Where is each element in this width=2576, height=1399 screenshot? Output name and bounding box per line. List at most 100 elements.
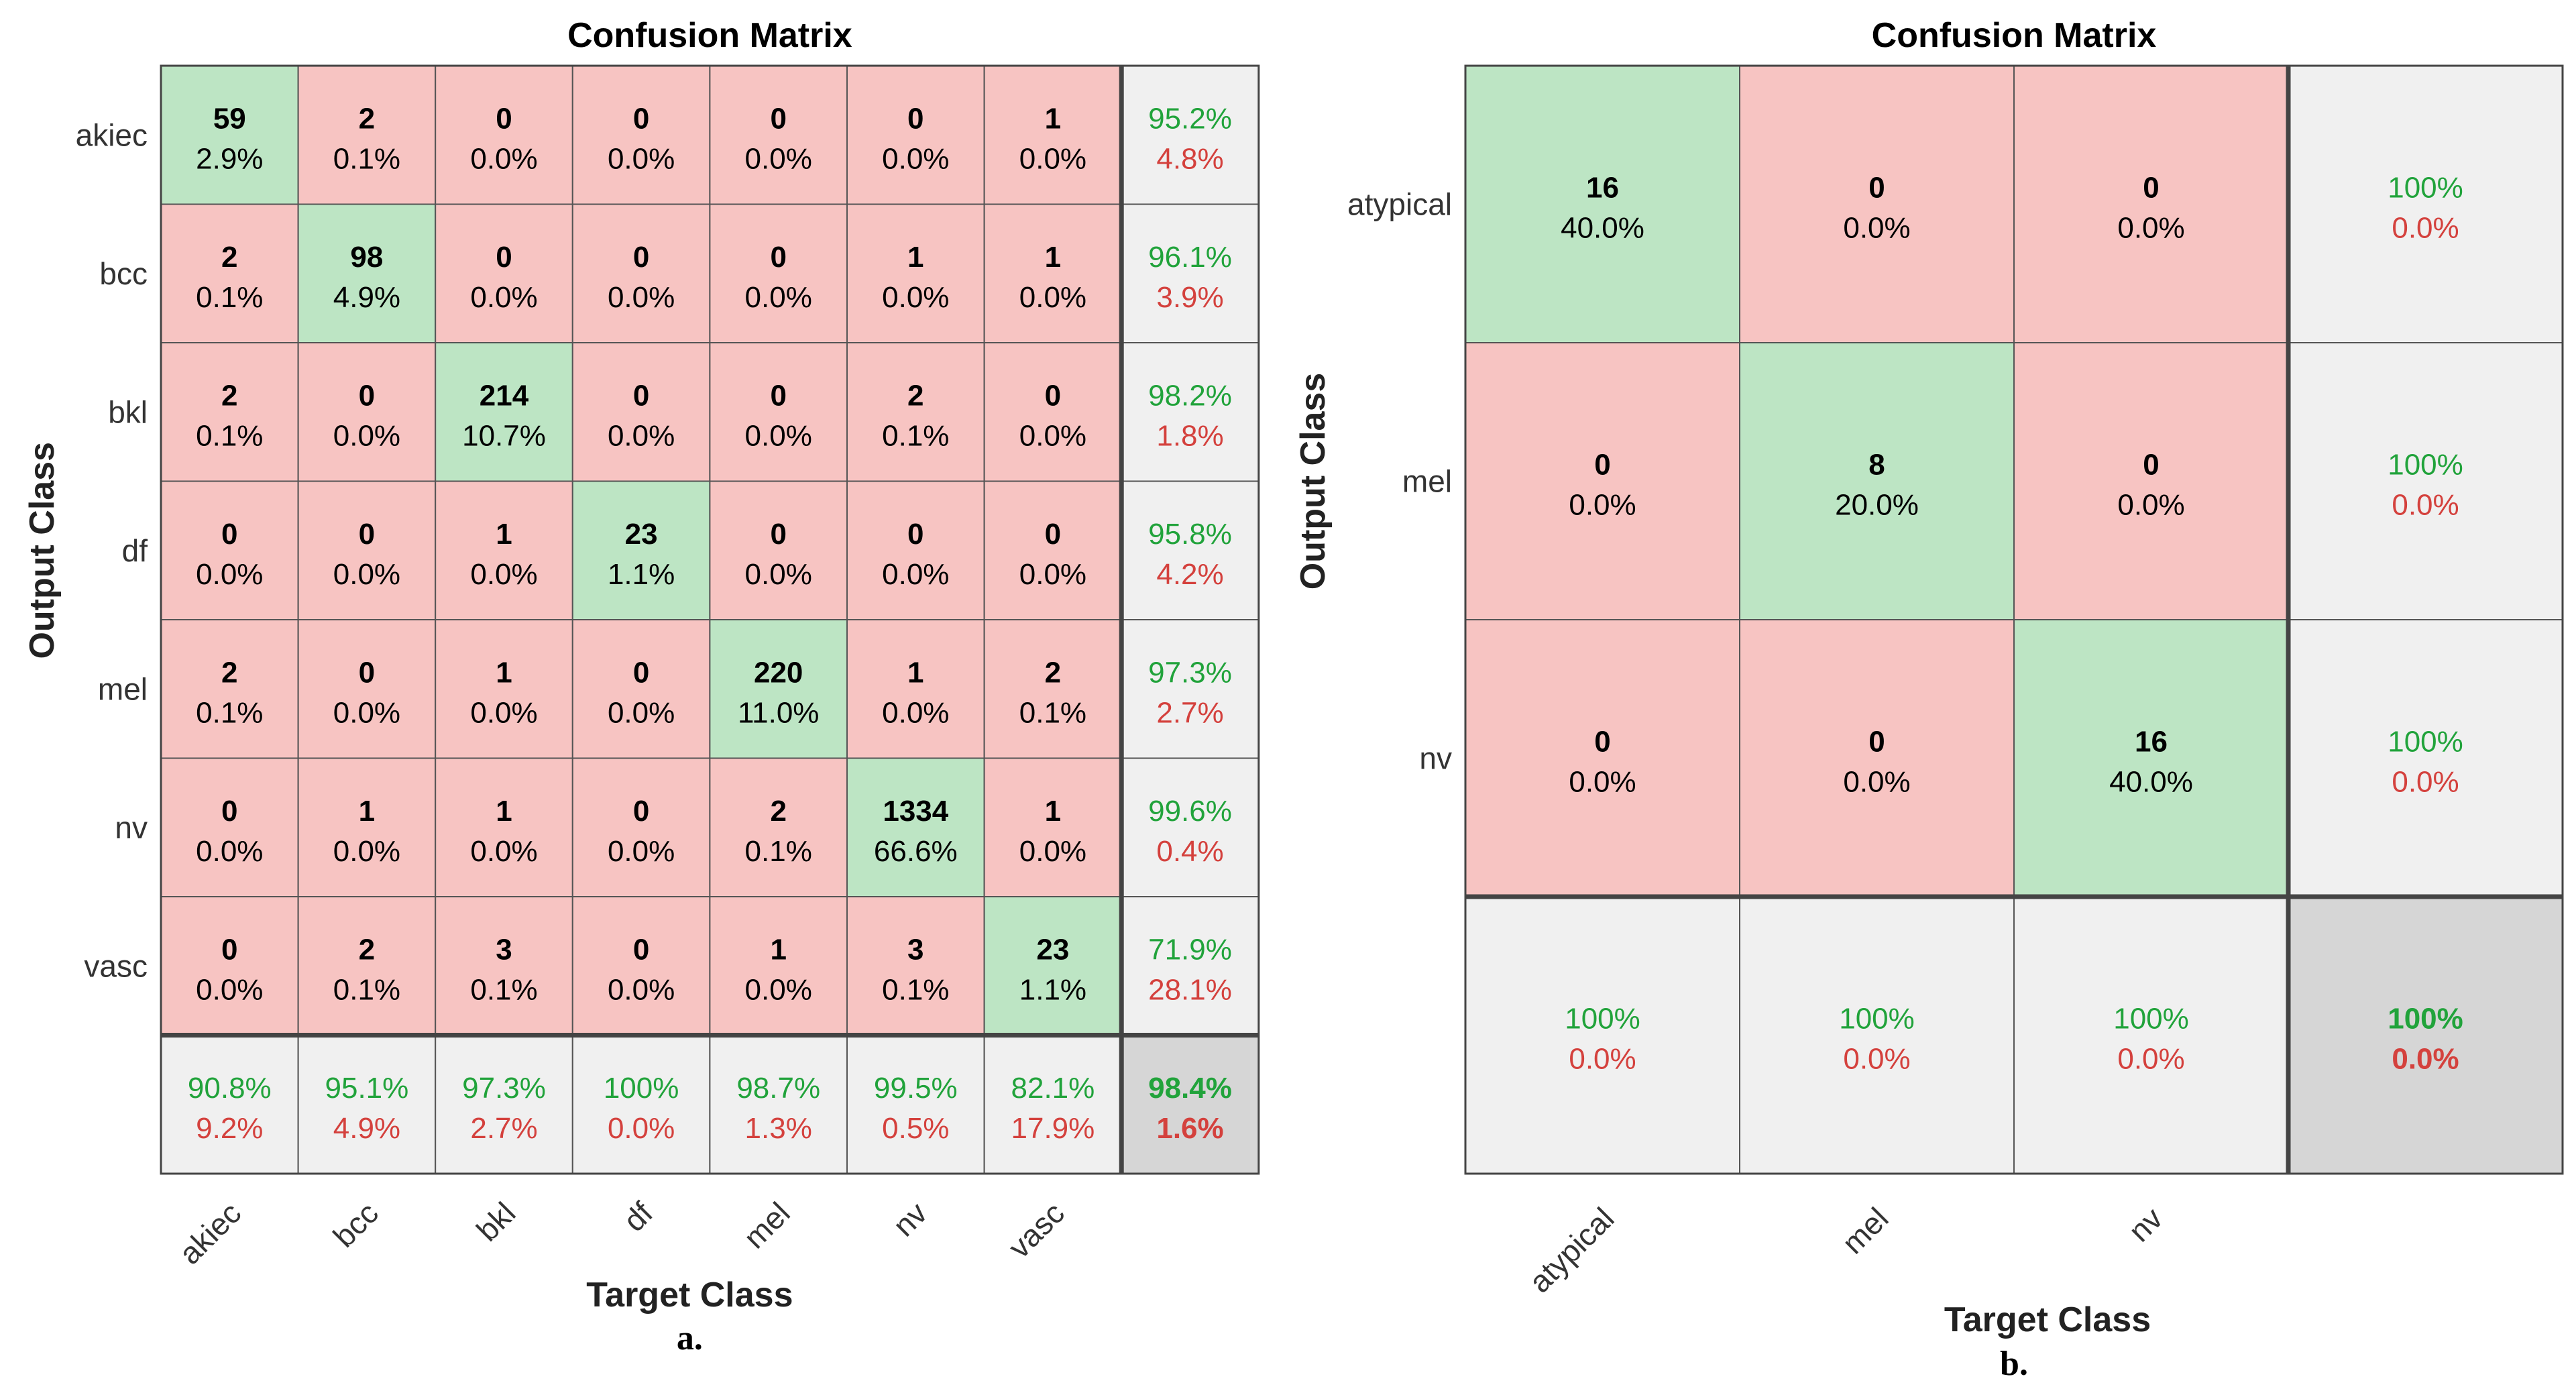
cell-count: 0 bbox=[633, 795, 649, 828]
column-summary-cell bbox=[983, 1034, 1123, 1174]
matrix-cell bbox=[571, 480, 711, 620]
cell-count: 1 bbox=[496, 518, 512, 551]
row-summary-correct: 96.1% bbox=[1148, 241, 1232, 274]
column-summary-correct: 97.3% bbox=[462, 1072, 546, 1105]
column-summary-cell bbox=[297, 1034, 437, 1174]
matrix-cell bbox=[709, 65, 848, 205]
cell-percent: 40.0% bbox=[2109, 766, 2193, 799]
cell-count: 1334 bbox=[883, 795, 948, 828]
matrix-cell bbox=[846, 757, 985, 897]
matrix-cell bbox=[160, 757, 299, 897]
column-summary-error: 17.9% bbox=[1011, 1112, 1095, 1145]
column-summary-correct: 95.1% bbox=[325, 1072, 409, 1105]
cell-count: 1 bbox=[496, 656, 512, 689]
cell-count: 0 bbox=[1594, 726, 1610, 759]
y-tick-label: mel bbox=[1402, 464, 1452, 499]
matrix-cell bbox=[435, 619, 573, 759]
cell-percent: 0.0% bbox=[196, 835, 263, 868]
cell-count: 3 bbox=[496, 933, 512, 966]
matrix-cell bbox=[297, 203, 437, 343]
row-summary-error: 0.0% bbox=[2392, 212, 2459, 245]
cell-count: 1 bbox=[1045, 795, 1061, 828]
matrix-cell bbox=[983, 896, 1123, 1036]
y-tick-label: nv bbox=[1419, 741, 1452, 776]
row-summary-correct: 100% bbox=[2388, 449, 2463, 482]
matrix-cell bbox=[709, 757, 848, 897]
matrix-cell bbox=[2013, 342, 2289, 620]
matrix-cell bbox=[1739, 65, 2015, 343]
row-summary-cell bbox=[1121, 757, 1259, 897]
cell-percent: 0.0% bbox=[2117, 212, 2184, 245]
row-summary-error: 0.0% bbox=[2392, 766, 2459, 799]
cell-percent: 0.0% bbox=[745, 142, 812, 175]
cell-count: 0 bbox=[496, 241, 512, 274]
matrix-cell bbox=[2013, 65, 2289, 343]
matrix-cell bbox=[2013, 619, 2289, 897]
cell-count: 2 bbox=[221, 656, 237, 689]
row-summary-correct: 97.3% bbox=[1148, 656, 1232, 689]
matrix-cell bbox=[983, 65, 1123, 205]
matrix-cell bbox=[297, 619, 437, 759]
cell-percent: 0.0% bbox=[196, 558, 263, 591]
overall-accuracy: 98.4% bbox=[1148, 1072, 1232, 1105]
column-summary-cell bbox=[571, 1034, 711, 1174]
column-summary-error: 1.3% bbox=[745, 1112, 812, 1145]
cell-percent: 0.0% bbox=[333, 835, 400, 868]
cell-count: 0 bbox=[221, 795, 237, 828]
row-summary-correct: 98.2% bbox=[1148, 379, 1232, 412]
cell-count: 0 bbox=[633, 656, 649, 689]
row-summary-cell bbox=[2288, 342, 2563, 620]
cell-count: 3 bbox=[907, 933, 923, 966]
cell-percent: 0.0% bbox=[745, 558, 812, 591]
cell-count: 1 bbox=[1045, 241, 1061, 274]
cell-percent: 0.0% bbox=[333, 696, 400, 729]
row-summary-error: 4.2% bbox=[1156, 558, 1223, 591]
cell-count: 2 bbox=[221, 379, 237, 412]
overall-accuracy-cell bbox=[2288, 896, 2563, 1174]
row-summary-correct: 95.2% bbox=[1148, 102, 1232, 135]
row-summary-cell bbox=[2288, 65, 2563, 343]
matrix-cell bbox=[1465, 619, 1740, 897]
column-summary-error: 0.0% bbox=[2117, 1043, 2184, 1076]
cell-count: 0 bbox=[1868, 172, 1885, 205]
cell-percent: 0.1% bbox=[882, 973, 949, 1006]
matrix-cell bbox=[846, 619, 985, 759]
chart-title: Confusion Matrix bbox=[1872, 16, 2157, 55]
column-summary-cell bbox=[435, 1034, 573, 1174]
column-summary-correct: 82.1% bbox=[1011, 1072, 1095, 1105]
cell-count: 98 bbox=[350, 241, 383, 274]
y-axis-title: Output Class bbox=[1294, 373, 1333, 590]
matrix-cell bbox=[571, 757, 711, 897]
matrix-cell bbox=[846, 65, 985, 205]
cell-percent: 0.0% bbox=[882, 142, 949, 175]
row-summary-correct: 100% bbox=[2388, 726, 2463, 759]
cell-percent: 0.0% bbox=[1843, 212, 1910, 245]
cell-count: 214 bbox=[480, 379, 529, 412]
cell-count: 2 bbox=[1045, 656, 1061, 689]
row-summary-cell bbox=[1121, 203, 1259, 343]
x-axis-title: Target Class bbox=[1944, 1300, 2151, 1339]
cell-count: 0 bbox=[770, 379, 786, 412]
cell-count: 2 bbox=[770, 795, 786, 828]
cell-count: 0 bbox=[2143, 449, 2159, 482]
overall-accuracy-cell bbox=[1121, 1034, 1259, 1174]
row-summary-cell bbox=[1121, 896, 1259, 1036]
cell-percent: 0.1% bbox=[882, 419, 949, 452]
matrix-cell bbox=[297, 896, 437, 1036]
cell-percent: 0.0% bbox=[882, 558, 949, 591]
cell-percent: 0.0% bbox=[1019, 419, 1086, 452]
matrix-cell bbox=[709, 480, 848, 620]
overall-accuracy: 100% bbox=[2388, 1003, 2463, 1036]
row-summary-cell bbox=[1121, 480, 1259, 620]
cell-count: 0 bbox=[359, 656, 375, 689]
cell-count: 2 bbox=[359, 102, 375, 135]
column-summary-correct: 100% bbox=[1839, 1003, 1915, 1036]
column-summary-error: 0.0% bbox=[1569, 1043, 1636, 1076]
cell-percent: 0.0% bbox=[608, 281, 675, 314]
matrix-cell bbox=[983, 342, 1123, 482]
cell-count: 1 bbox=[359, 795, 375, 828]
y-tick-label: mel bbox=[98, 671, 148, 706]
cell-percent: 0.0% bbox=[196, 973, 263, 1006]
cell-percent: 0.0% bbox=[608, 419, 675, 452]
cell-percent: 0.0% bbox=[882, 281, 949, 314]
